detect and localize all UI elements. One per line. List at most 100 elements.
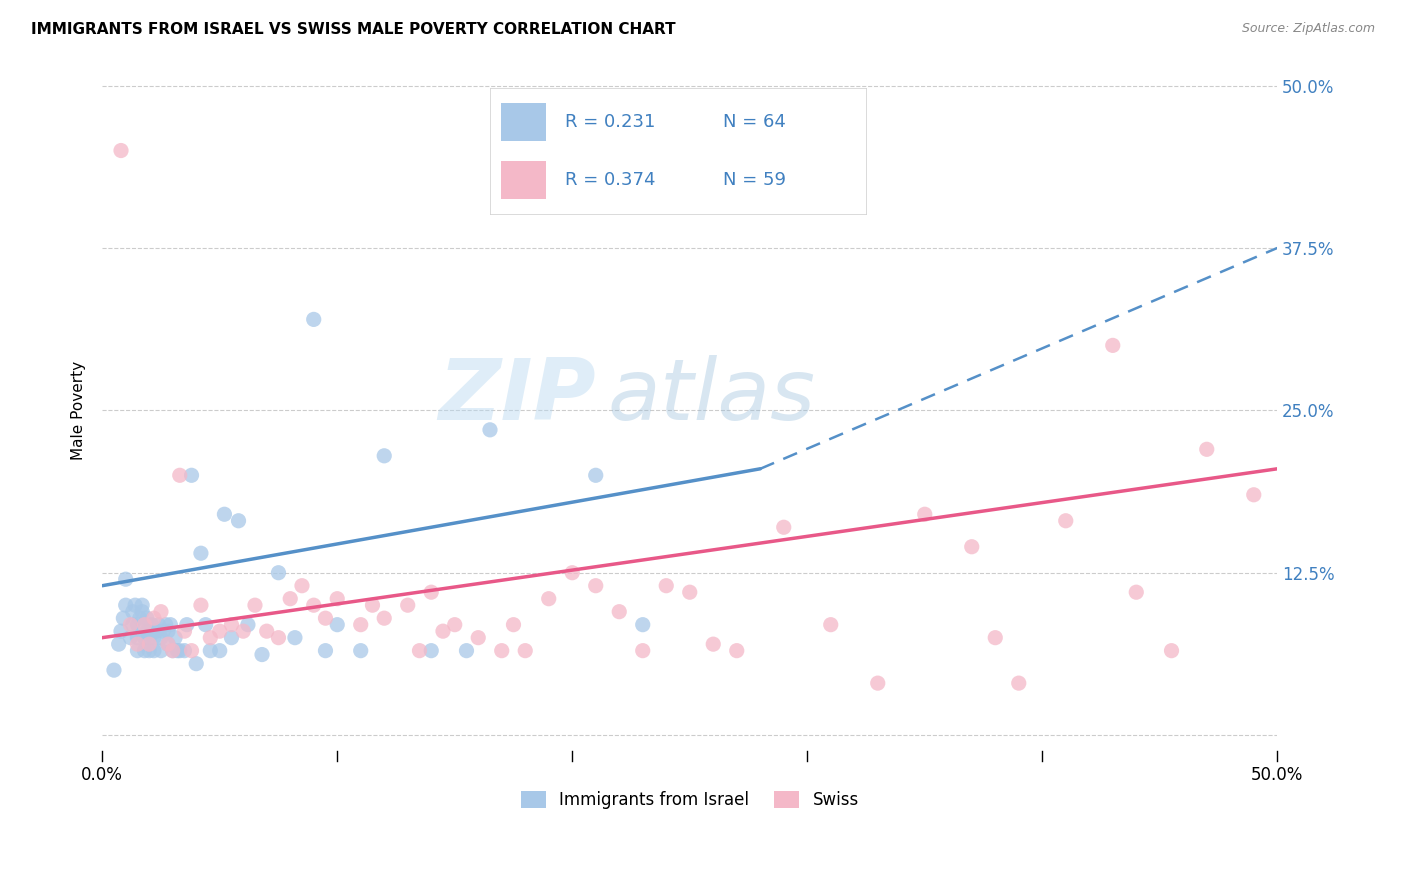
Point [314, 611, 336, 625]
Point [110, 624, 132, 639]
Point [114, 598, 136, 612]
Point [107, 637, 129, 651]
Point [135, 611, 157, 625]
Point [145, 624, 167, 639]
Point [110, 144, 132, 158]
Point [655, 579, 678, 593]
Text: atlas: atlas [607, 355, 815, 438]
Point [131, 605, 153, 619]
Point [173, 624, 195, 639]
Point [585, 579, 607, 593]
Point [148, 617, 170, 632]
Point [169, 643, 191, 657]
Point [585, 468, 607, 483]
Point [214, 508, 236, 522]
Point [155, 617, 177, 632]
Point [120, 617, 142, 632]
Y-axis label: Male Poverty: Male Poverty [72, 360, 86, 460]
Point [350, 643, 373, 657]
Point [221, 617, 243, 632]
Point [142, 643, 165, 657]
Point [228, 514, 250, 528]
Point [1160, 643, 1182, 657]
Point [236, 617, 259, 632]
Point [432, 624, 454, 639]
Point [165, 631, 187, 645]
Point [291, 579, 314, 593]
Point [914, 508, 936, 522]
Point [124, 598, 146, 612]
Point [131, 598, 153, 612]
Point [250, 648, 273, 662]
Point [396, 598, 419, 612]
Point [180, 643, 202, 657]
Point [156, 637, 179, 651]
Point [502, 617, 524, 632]
Point [267, 631, 290, 645]
Point [408, 643, 430, 657]
Point [960, 540, 983, 554]
Point [350, 617, 373, 632]
Point [138, 637, 160, 651]
Point [142, 631, 165, 645]
Point [702, 637, 724, 651]
Point [138, 631, 160, 645]
Point [200, 643, 222, 657]
Point [631, 643, 654, 657]
Point [302, 312, 325, 326]
Point [152, 624, 174, 639]
Text: IMMIGRANTS FROM ISRAEL VS SWISS MALE POVERTY CORRELATION CHART: IMMIGRANTS FROM ISRAEL VS SWISS MALE POV… [31, 22, 675, 37]
Point [456, 643, 478, 657]
Point [162, 643, 184, 657]
Point [134, 631, 156, 645]
Point [149, 605, 172, 619]
Point [208, 624, 231, 639]
Point [173, 643, 195, 657]
Point [243, 598, 266, 612]
Point [1008, 676, 1031, 690]
Point [134, 617, 156, 632]
Point [114, 572, 136, 586]
Point [326, 591, 349, 606]
Point [515, 643, 537, 657]
Point [278, 591, 301, 606]
Point [135, 624, 157, 639]
Point [112, 611, 135, 625]
Point [176, 617, 198, 632]
Point [373, 611, 395, 625]
Point [121, 605, 143, 619]
Point [190, 598, 212, 612]
Point [1125, 585, 1147, 599]
Point [138, 643, 160, 657]
Point [302, 598, 325, 612]
Point [478, 423, 501, 437]
Point [326, 617, 349, 632]
Point [267, 566, 290, 580]
Point [256, 624, 278, 639]
Point [1195, 442, 1218, 457]
Point [1243, 488, 1265, 502]
Point [156, 637, 179, 651]
Point [1054, 514, 1077, 528]
Point [128, 611, 150, 625]
Point [169, 468, 191, 483]
Point [221, 631, 243, 645]
Point [314, 643, 336, 657]
Point [194, 617, 217, 632]
Point [561, 566, 583, 580]
Point [284, 631, 307, 645]
Point [134, 643, 156, 657]
Point [491, 643, 513, 657]
Point [537, 591, 560, 606]
Point [1101, 338, 1123, 352]
Point [373, 449, 395, 463]
Point [162, 643, 184, 657]
Point [443, 617, 465, 632]
Point [725, 643, 748, 657]
Point [156, 624, 179, 639]
Point [149, 643, 172, 657]
Point [159, 617, 181, 632]
Text: Source: ZipAtlas.com: Source: ZipAtlas.com [1241, 22, 1375, 36]
Point [127, 631, 149, 645]
Point [361, 598, 384, 612]
